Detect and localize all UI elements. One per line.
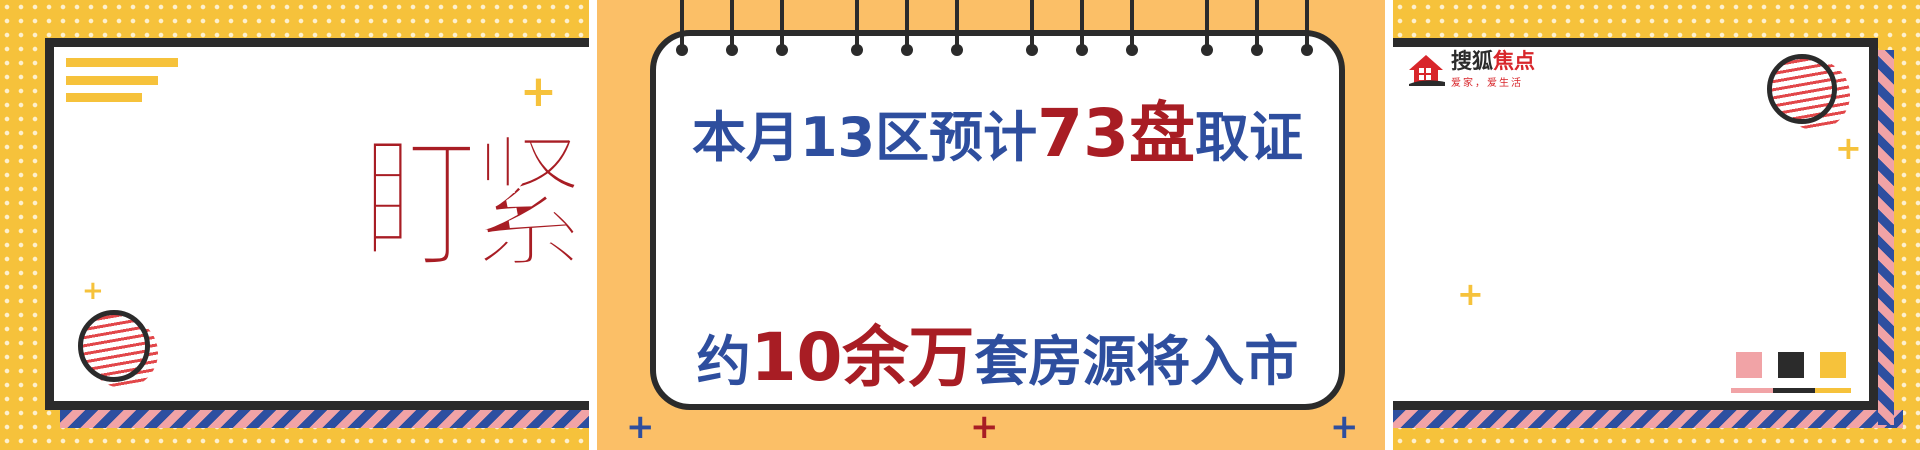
headline-line1-post: 取证 <box>1195 106 1303 169</box>
notepad-ring-icon <box>680 0 684 46</box>
swatch-dark <box>1778 352 1804 378</box>
plus-icon: + <box>1835 129 1862 167</box>
notepad-ring-icon <box>780 0 784 46</box>
notepad-ring-icon <box>955 0 959 46</box>
plus-icon: + <box>520 66 557 117</box>
notepad-ring-hole <box>1251 44 1263 56</box>
menu-line-icon <box>66 58 178 67</box>
headline-line2-pre: 约 <box>696 330 751 393</box>
panel-divider <box>589 0 597 450</box>
plus-icon: + <box>970 407 999 447</box>
logo-name-red: 焦点 <box>1493 49 1535 73</box>
headline-line1: 本月13区预计73盘取证 <box>656 80 1339 176</box>
logo-name-dark: 搜狐 <box>1451 49 1493 73</box>
swatch-underline <box>1815 388 1851 393</box>
logo-name: 搜狐焦点 <box>1451 51 1535 72</box>
wave-circle-icon <box>78 310 150 382</box>
panel-divider <box>1385 0 1393 450</box>
notepad-ring-hole <box>776 44 788 56</box>
notepad-ring-hole <box>726 44 738 56</box>
notepad-ring-icon <box>1080 0 1084 46</box>
notepad-ring-hole <box>1026 44 1038 56</box>
plus-icon: + <box>1330 407 1359 447</box>
notepad-ring-hole <box>1076 44 1088 56</box>
headline-line1-highlight: 73盘 <box>1037 95 1195 172</box>
notepad-ring-icon <box>855 0 859 46</box>
swatch-underline <box>1731 388 1773 393</box>
notepad-ring-hole <box>851 44 863 56</box>
logo-tagline: 爱家，爱生活 <box>1451 78 1523 89</box>
notepad-ring-hole <box>951 44 963 56</box>
swatch-yellow <box>1820 352 1846 378</box>
notepad-ring-hole <box>901 44 913 56</box>
notepad-ring-icon <box>730 0 734 46</box>
sohu-focus-logo: 搜狐焦点 爱家，爱生活 <box>1405 50 1535 90</box>
logo-text: 搜狐焦点 爱家，爱生活 <box>1451 51 1535 90</box>
headline-line2-post: 套房源将入市 <box>974 330 1299 393</box>
headline-line1-pre: 本月13区预计 <box>691 106 1038 169</box>
headline-line2-highlight: 10余万 <box>750 319 975 396</box>
notepad-ring-hole <box>1126 44 1138 56</box>
plus-icon: + <box>1457 275 1484 313</box>
notepad-ring-icon <box>1030 0 1034 46</box>
right-panel: + + <box>1393 0 1920 450</box>
notepad-ring-icon <box>1205 0 1209 46</box>
swatch-pink <box>1736 352 1762 378</box>
notepad-ring-icon <box>1305 0 1309 46</box>
notepad-ring-icon <box>1255 0 1259 46</box>
notepad-card: 本月13区预计73盘取证 约10余万套房源将入市 <box>650 30 1345 410</box>
plus-icon: + <box>626 407 655 447</box>
notepad-ring-hole <box>676 44 688 56</box>
headline-line2: 约10余万套房源将入市 <box>656 304 1339 400</box>
menu-line-icon <box>66 93 142 102</box>
notepad-ring-icon <box>1130 0 1134 46</box>
left-stripe-border <box>60 410 590 428</box>
house-logo-icon <box>1405 50 1447 90</box>
right-stripe-border <box>1393 410 1903 428</box>
notepad-ring-hole <box>1201 44 1213 56</box>
left-title: 盯紧了! <box>361 118 590 290</box>
left-panel: + + 盯紧了! <box>0 0 590 450</box>
swatch-underline <box>1773 388 1815 393</box>
right-stripe-side <box>1878 50 1894 425</box>
wave-circle-icon <box>1767 54 1837 124</box>
plus-icon: + <box>82 276 104 306</box>
notepad-ring-hole <box>1301 44 1313 56</box>
notepad-ring-icon <box>905 0 909 46</box>
menu-line-icon <box>66 76 158 85</box>
